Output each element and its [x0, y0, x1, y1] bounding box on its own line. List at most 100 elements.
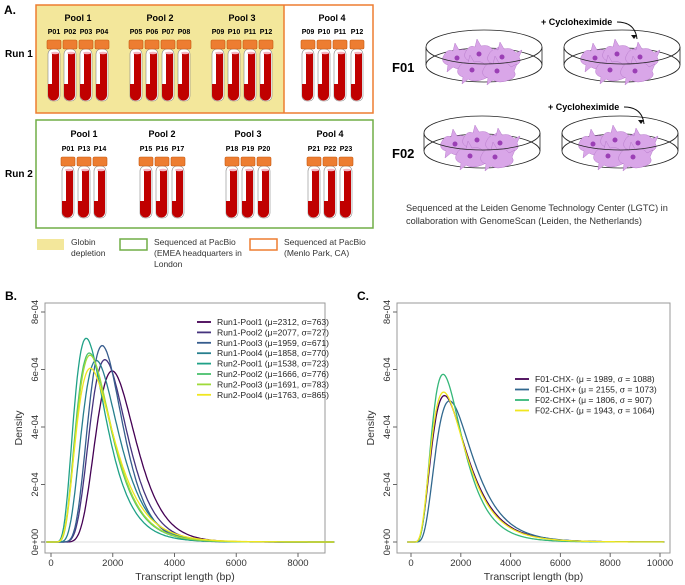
tube-cap	[154, 156, 170, 167]
x-tick-label: 4000	[164, 558, 185, 569]
plasma	[67, 51, 75, 55]
tube-cap	[170, 156, 186, 167]
pool-label: Pool 1	[70, 129, 97, 139]
tube-cap	[92, 156, 108, 167]
caption-text: Sequenced at the Leiden Genome Technolog…	[406, 203, 668, 213]
tube-label: P07	[162, 29, 175, 36]
legend-label: Run2-Pool3 (μ=1691, σ=783)	[217, 379, 329, 389]
blood	[258, 170, 269, 218]
plasma	[245, 168, 253, 172]
blood	[242, 170, 253, 218]
blood	[172, 170, 183, 218]
tube-label: P01	[48, 29, 61, 36]
pool-label: Pool 3	[228, 13, 255, 23]
tube-label: P21	[308, 146, 321, 153]
plasma	[215, 51, 223, 55]
series-line	[46, 367, 335, 543]
culture-dish	[425, 29, 543, 86]
panel-a-label: A.	[4, 3, 16, 17]
run2-box	[35, 119, 374, 229]
nucleus	[467, 153, 473, 159]
blood	[162, 53, 173, 101]
nucleus	[492, 154, 498, 160]
tube-label: P19	[242, 146, 255, 153]
plasma	[159, 168, 167, 172]
legend-swatch	[119, 238, 148, 251]
x-tick-label: 2000	[450, 558, 471, 569]
nucleus	[635, 140, 641, 146]
tube-cap	[300, 39, 316, 50]
tube-cap	[226, 39, 242, 50]
tube-cap	[60, 156, 76, 167]
blood	[94, 170, 105, 218]
pool-label: Pool 3	[234, 129, 261, 139]
x-tick-label: 8000	[287, 558, 308, 569]
plasma	[343, 168, 351, 172]
plasma	[175, 168, 183, 172]
legend-text: Globin	[71, 237, 96, 247]
nucleus	[605, 153, 611, 159]
tube-cap	[210, 39, 226, 50]
plasma	[81, 168, 89, 172]
tube-label: P11	[244, 29, 256, 36]
y-tick-label: 4e-04	[30, 415, 41, 439]
plasma	[99, 51, 107, 55]
blood	[48, 53, 59, 101]
plasma	[321, 51, 329, 55]
pool-label: Pool 2	[146, 13, 173, 23]
tube-label: P09	[212, 29, 225, 36]
blood	[351, 53, 362, 101]
legend-swatch	[249, 238, 278, 251]
arrowhead-icon	[638, 120, 644, 124]
tube-cap	[128, 39, 144, 50]
legend-swatch	[37, 239, 64, 250]
tube-cap	[349, 39, 365, 50]
legend-label: F02-CHX- (μ = 1943, σ = 1064)	[535, 406, 655, 416]
tube-label: P08	[178, 29, 191, 36]
plasma	[327, 168, 335, 172]
plasma	[354, 51, 362, 55]
legend-text: (EMEA headquarters in	[154, 248, 242, 258]
legend-label: Run2-Pool4 (μ=1763, σ=865)	[217, 390, 329, 400]
legend-text: (Menlo Park, CA)	[284, 248, 349, 258]
plasma	[149, 51, 157, 55]
x-tick-label: 0	[408, 558, 413, 569]
tube-label: P01	[62, 146, 75, 153]
tube-cap	[62, 39, 78, 50]
nucleus	[637, 54, 643, 60]
plasma	[51, 51, 59, 55]
tube-label: P11	[334, 29, 346, 36]
plasma	[261, 168, 269, 172]
blood	[212, 53, 223, 101]
legend-text: Sequenced at PacBio	[154, 237, 236, 247]
globin-depletion-area	[36, 5, 284, 113]
pool-label: Pool 1	[64, 13, 91, 23]
blood	[302, 53, 313, 101]
x-tick-label: 4000	[500, 558, 521, 569]
blood	[64, 53, 75, 101]
plasma	[229, 168, 237, 172]
panel-label: C.	[357, 289, 369, 303]
x-axis-label: Transcript length (bp)	[135, 571, 234, 583]
legend-label: Run1-Pool3 (μ=1959, σ=671)	[217, 338, 329, 348]
pool-label: Pool 4	[316, 129, 343, 139]
plot-frame	[44, 302, 326, 554]
legend-text: Sequenced at PacBio	[284, 237, 366, 247]
series-line	[407, 391, 665, 543]
tube-cap	[176, 39, 192, 50]
tube-label: P20	[258, 146, 271, 153]
tube-cap	[94, 39, 110, 50]
tube-label: P05	[130, 29, 143, 36]
plasma	[263, 51, 271, 55]
y-tick-label: 6e-04	[382, 357, 393, 381]
y-tick-label: 4e-04	[382, 415, 393, 439]
run1-box	[35, 4, 374, 114]
blood	[318, 53, 329, 101]
legend-label: Run1-Pool2 (μ=2077, σ=727)	[217, 327, 329, 337]
blood	[62, 170, 73, 218]
nucleus	[630, 154, 636, 160]
chart-c: C. 0 2000 4000 6000 8000 10000 0e+00 2e-04 4e-04 6…	[357, 289, 673, 583]
legend-label: Run1-Pool1 (μ=2312, σ=763)	[217, 317, 329, 327]
x-axis-label: Transcript length (bp)	[484, 571, 583, 583]
